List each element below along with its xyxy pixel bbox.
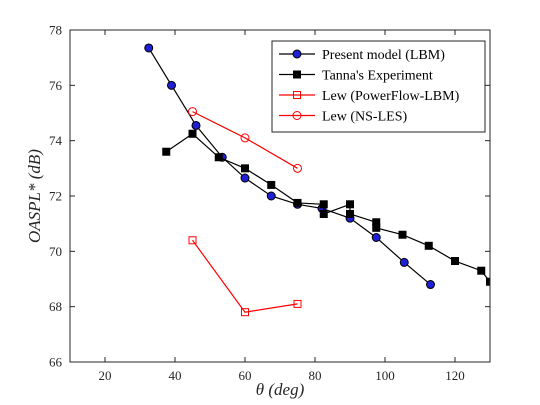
y-tick-label: 76 [49,78,63,93]
data-point [240,133,250,143]
x-tick-label: 120 [445,368,465,383]
series-3 [188,107,302,173]
y-tick-label: 66 [49,355,63,370]
data-point [293,198,302,207]
y-tick-label: 78 [49,23,62,38]
legend: Present model (LBM) Tanna's Experiment Lew… [271,40,486,133]
data-point [346,209,354,218]
series-line [192,239,298,313]
data-point [191,120,201,130]
data-point [167,80,176,90]
data-point [398,230,407,239]
ticks-layer: 20 40 60 80 100 120 66 68 70 72 74 76 78 [49,23,490,383]
legend-entry-label: Tanna's Experiment [322,69,433,84]
data-point [371,233,381,242]
series-layer [144,43,490,317]
x-tick-label: 40 [169,368,182,383]
data-point [477,266,486,275]
legend-entry-label: Lew (NS-LES) [322,110,407,125]
legend-swatch-marker [293,91,301,99]
data-point [372,223,381,232]
x-tick-label: 100 [375,368,395,383]
data-point [188,107,197,117]
data-point [240,173,250,183]
data-point [451,257,459,266]
data-point [426,280,435,290]
data-point [267,180,276,189]
data-point [214,153,223,162]
y-tick-label: 68 [49,299,62,314]
series-1 [162,129,490,286]
data-point [293,299,302,308]
data-point [486,277,490,286]
data-point [424,241,433,250]
y-tick-label: 74 [49,133,63,148]
data-point [241,308,249,317]
y-tick-label: 70 [49,244,62,259]
x-tick-label: 60 [239,368,252,383]
data-point [188,236,197,245]
data-point [162,147,171,156]
data-point [319,200,328,209]
series-line [148,47,431,285]
data-point [266,191,276,201]
data-point [241,164,249,173]
legend-box [271,40,486,133]
x-tick-label: 20 [99,368,112,383]
series-line [192,111,298,169]
x-tick-label: 80 [309,368,322,383]
legend-entry-label: Present model (LBM) [322,48,445,63]
series-2 [188,236,302,317]
data-point [319,209,328,218]
data-point [188,129,197,138]
legend-entry-label: Lew (PowerFlow-LBM) [322,89,460,104]
data-point [399,257,409,267]
x-axis-label: θ (deg) [256,380,305,399]
legend-swatch-marker [293,70,301,79]
legend-swatch-marker [292,49,302,59]
legend-swatch-marker [292,111,302,120]
data-point [293,163,302,173]
y-axis-label: OASPL* (dB) [25,149,44,243]
data-point [346,200,354,209]
y-tick-label: 72 [49,189,62,204]
data-point [144,43,154,53]
